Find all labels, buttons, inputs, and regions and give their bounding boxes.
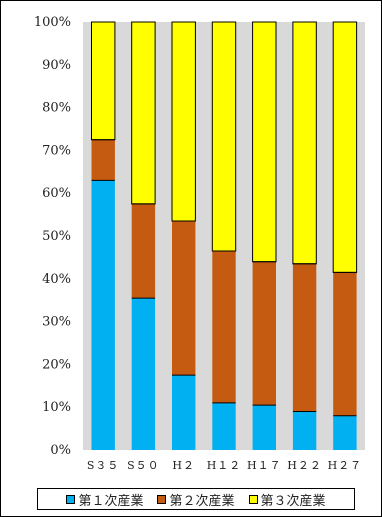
bar-segment-S50-3 <box>131 21 156 205</box>
legend: 第１次産業 第２次産業 第３次産業 <box>37 488 355 510</box>
y-tick-label: 0% <box>50 443 71 458</box>
x-tick-label: H１２ <box>207 459 242 472</box>
bar-segment-H2-2 <box>172 221 196 376</box>
bar-segment-S35-2 <box>91 139 115 181</box>
legend-label-secondary: 第２次産業 <box>169 493 235 509</box>
legend-item-tertiary: 第３次産業 <box>248 490 326 509</box>
bar-segment-H22-3 <box>292 21 317 265</box>
x-tick-label: S３５ <box>87 459 120 472</box>
bar-segment-H27-2 <box>333 272 357 416</box>
bar-segment-H22-1 <box>292 411 317 450</box>
bar-segment-H12-2 <box>212 251 236 403</box>
legend-swatch-primary <box>66 494 76 504</box>
legend-swatch-tertiary <box>248 494 258 504</box>
bar-segment-H2-1 <box>172 375 196 450</box>
bars <box>91 21 358 450</box>
bar-segment-H17-2 <box>252 261 276 406</box>
y-tick-label: 10% <box>42 400 71 415</box>
y-tick-label: 70% <box>42 143 71 158</box>
y-tick-label: 20% <box>42 357 71 372</box>
y-tick-label: 80% <box>42 101 71 116</box>
bar-segment-H17-3 <box>252 21 277 263</box>
bar-segment-H17-1 <box>252 405 276 450</box>
stacked-bar-chart: 0% 10% 20% 30% 40% 50% 60% 70% 80% 90% 100% S３５ S５０… <box>34 15 365 472</box>
legend-item-primary: 第１次産業 <box>66 490 143 509</box>
bar-segment-S35-1 <box>91 180 115 450</box>
y-tick-label: 90% <box>42 58 71 73</box>
bar-segment-H12-1 <box>212 402 236 450</box>
y-tick-label: 40% <box>42 272 71 287</box>
y-tick-label: 100% <box>34 15 71 30</box>
bar-segment-H2-3 <box>171 21 196 222</box>
y-tick-label: 50% <box>42 229 71 244</box>
bar-segment-H27-3 <box>332 21 358 273</box>
y-axis-ticks: 0% 10% 20% 30% 40% 50% 60% 70% 80% 90% 100% <box>34 15 71 458</box>
legend-label-tertiary: 第３次産業 <box>260 493 326 509</box>
legend-label-primary: 第１次産業 <box>78 493 144 509</box>
x-tick-label: H２２ <box>287 459 322 472</box>
bar-segment-H27-1 <box>333 415 357 450</box>
y-tick-label: 30% <box>42 315 71 330</box>
legend-item-secondary: 第２次産業 <box>157 490 235 509</box>
bar-segment-H22-2 <box>292 263 317 412</box>
x-tick-label: H２７ <box>328 459 363 472</box>
x-tick-label: H２ <box>172 459 195 472</box>
x-tick-label: S５０ <box>127 459 160 472</box>
bar-segment-H12-3 <box>211 21 237 252</box>
bar-segment-S50-2 <box>131 203 156 299</box>
x-tick-label: H１７ <box>247 459 282 472</box>
bar-segment-S50-1 <box>131 298 156 450</box>
legend-swatch-secondary <box>157 494 167 504</box>
y-tick-label: 60% <box>42 186 71 201</box>
bar-segment-S35-3 <box>91 21 116 141</box>
x-axis-labels: S３５ S５０ H２ H１２ H１７ H２２ H２７ <box>87 459 363 472</box>
